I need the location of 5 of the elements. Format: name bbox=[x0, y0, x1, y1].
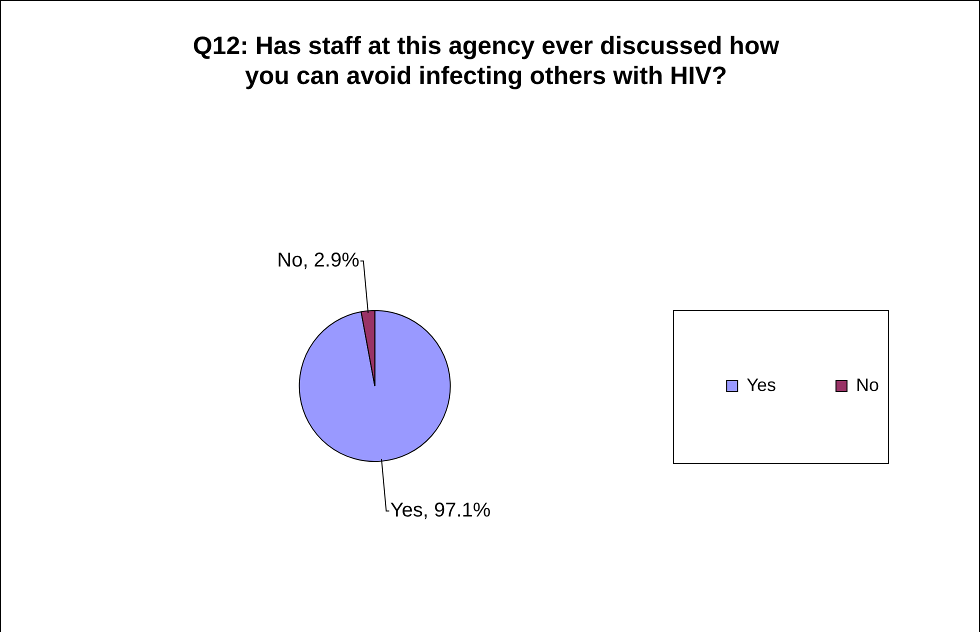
data-label: No, 2.9% bbox=[277, 250, 360, 272]
legend-label: No bbox=[856, 374, 880, 395]
legend-label: Yes bbox=[746, 374, 776, 395]
chart-title: Q12: Has staff at this agency ever discussed how you can avoid infecting others with HIV? bbox=[192, 32, 780, 90]
data-label: Yes, 97.1% bbox=[390, 499, 491, 522]
